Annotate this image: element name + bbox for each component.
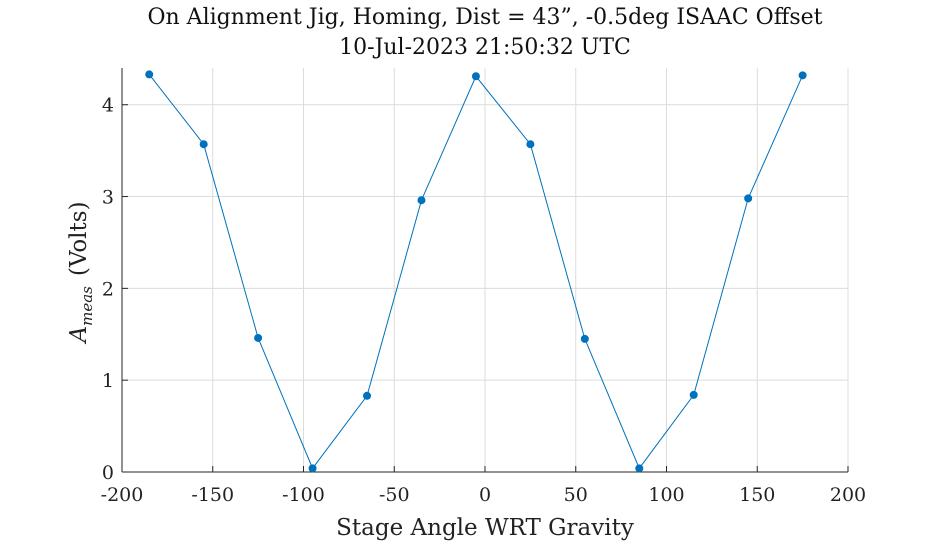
x-tick-label: 200 (830, 484, 866, 506)
chart-subtitle: 10-Jul-2023 21:50:32 UTC (339, 35, 631, 60)
axes-layer (121, 68, 849, 473)
data-point (689, 390, 698, 399)
chart-title: On Alignment Jig, Homing, Dist = 43”, -0… (147, 5, 822, 30)
x-tick-label: -100 (282, 484, 325, 506)
data-point (145, 70, 154, 79)
x-tick-label: -50 (379, 484, 410, 506)
data-point (471, 72, 480, 81)
y-tick-label: 0 (102, 462, 114, 484)
x-tick-label: 50 (564, 484, 588, 506)
data-point (254, 333, 263, 342)
data-point (417, 196, 426, 205)
data-point (526, 140, 535, 149)
data-point (635, 464, 644, 473)
data-point (798, 71, 807, 80)
grid-layer (121, 68, 849, 473)
x-tick-label: 150 (739, 484, 775, 506)
data-point (744, 194, 753, 203)
y-tick-label: 1 (102, 370, 114, 392)
y-axis-label: Ameas (Volts) (66, 201, 96, 344)
y-tick-label: 3 (102, 187, 114, 209)
x-axis-label: Stage Angle WRT Gravity (336, 515, 634, 541)
y-axis-label-unit: (Volts) (66, 201, 92, 276)
y-axis-label-symbol: A (66, 326, 92, 345)
y-axis-label-subscript: meas (78, 286, 96, 326)
data-point (199, 140, 208, 149)
data-point (308, 464, 317, 473)
x-tick-label: 0 (479, 484, 491, 506)
data-point (363, 391, 372, 400)
x-tick-label: 100 (648, 484, 684, 506)
y-tick-label: 4 (102, 95, 114, 117)
ticks-layer: -200 -150 -100 -50 0 50 100 150 200 0 1 2 3 4 (101, 95, 866, 506)
series-line (148, 74, 804, 470)
series-layer (145, 70, 807, 473)
y-tick-label: 2 (102, 278, 114, 300)
x-tick-label: -150 (191, 484, 234, 506)
data-point (580, 334, 589, 343)
x-tick-label: -200 (101, 484, 144, 506)
